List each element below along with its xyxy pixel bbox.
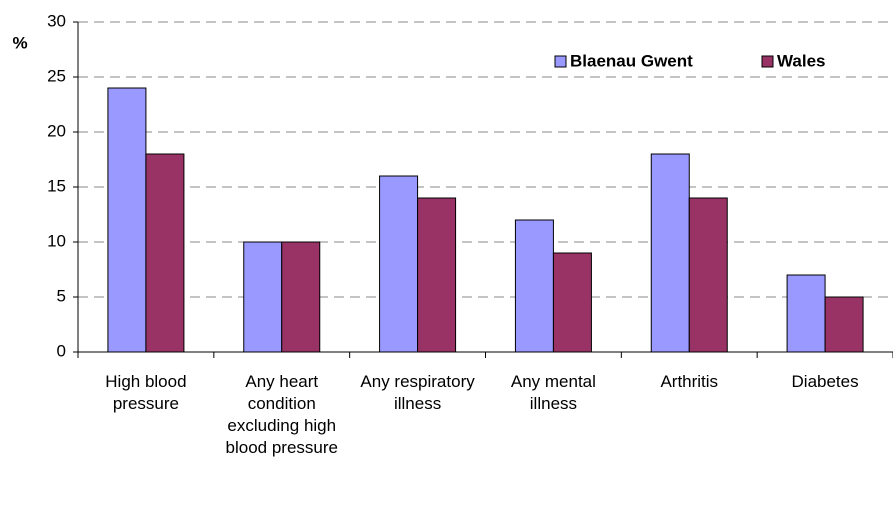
y-axis-label: % [12,33,27,52]
y-tick-label: 5 [57,286,66,305]
x-tick-label: Any respiratory illness [360,372,475,413]
y-tick-label: 15 [47,176,66,195]
bar [786,274,826,353]
y-tick-label: 20 [47,121,66,140]
y-tick-label: 0 [57,341,66,360]
x-tick-label: High blood pressure [105,372,187,413]
bar [514,219,554,353]
x-tick-label: Arthritis [660,372,719,391]
bar [243,241,283,353]
bar [824,296,864,353]
x-tick-label: Any heart condition excluding high blood… [225,372,338,457]
bar [552,252,592,353]
y-tick-label: 25 [47,66,66,85]
x-tick-label: Any mental illness [510,372,596,413]
legend-label: Blaenau Gwent [570,51,693,70]
bar [281,241,321,353]
bar [688,197,728,353]
legend-swatch [761,55,774,68]
y-tick-label: 10 [47,231,66,250]
legend-label: Wales [777,51,826,70]
bar [145,153,185,353]
legend-swatch [554,55,567,68]
x-tick-label: Diabetes [791,372,859,391]
bar [379,175,419,353]
bar [417,197,457,353]
y-tick-label: 30 [47,11,66,30]
bar [107,87,147,353]
bar [650,153,690,353]
